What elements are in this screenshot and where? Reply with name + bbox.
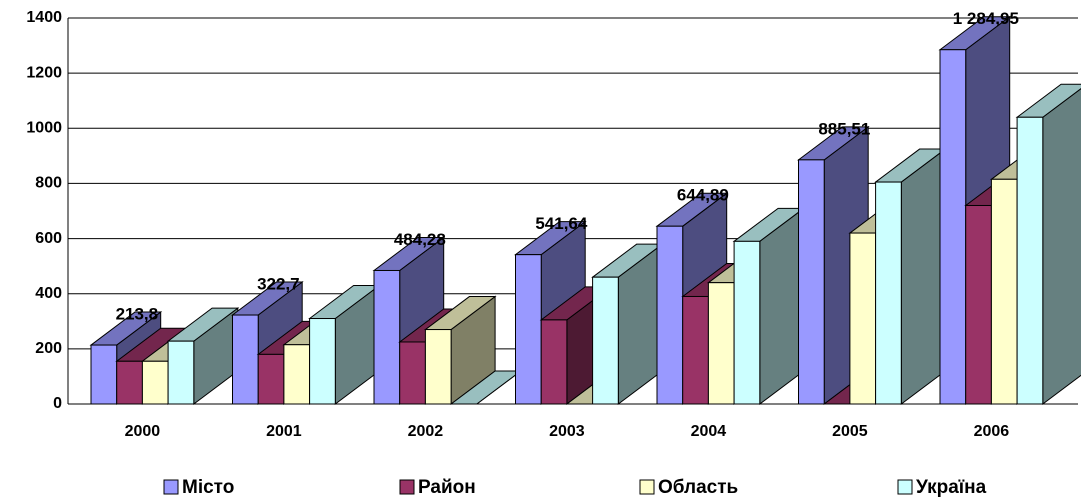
legend-swatch [897,479,913,495]
bar [798,159,825,405]
x-tick-label: 2003 [549,423,585,440]
bar [257,353,285,405]
bar [682,295,709,405]
bar [424,329,452,405]
bar [90,344,118,405]
bar-side [900,148,946,405]
y-tick-label: 1000 [26,120,62,137]
bar [733,240,761,405]
bar [939,49,967,405]
x-tick-label: 2006 [974,423,1010,440]
bar [515,254,542,405]
bar [592,276,619,405]
data-label: 644,89 [677,186,729,205]
bar [116,360,143,405]
bar [875,181,902,405]
data-label: 484,28 [394,230,446,249]
data-label: 885,51 [818,119,870,138]
y-tick-label: 800 [35,175,62,192]
bar [656,225,684,405]
legend-swatch [399,479,415,495]
y-tick-label: 1400 [26,9,62,26]
x-tick-label: 2005 [832,423,868,440]
bar [990,178,1018,405]
bar-side [759,207,805,405]
x-tick-label: 2000 [125,423,161,440]
y-tick-label: 400 [35,285,62,302]
legend-label: Україна [916,477,987,498]
bar-side [1042,87,1081,405]
legend-swatch [639,479,655,495]
bar [232,314,259,405]
x-tick-label: 2002 [408,423,444,440]
x-tick-label: 2001 [266,423,302,440]
bar [399,341,426,405]
bar [373,269,401,405]
x-tick-label: 2004 [691,423,727,440]
bar [141,360,169,405]
bar [167,340,195,405]
y-tick-label: 0 [53,395,62,412]
data-label: 213,8 [116,305,159,324]
y-tick-label: 200 [35,340,62,357]
bar [283,344,311,405]
bar [707,282,735,405]
legend-label: Район [418,477,476,498]
y-tick-label: 600 [35,230,62,247]
legend-label: Область [658,477,738,498]
legend-label: Місто [182,477,234,498]
data-label: 1 284,95 [953,9,1019,28]
legend-swatch [163,479,179,495]
data-label: 541,64 [535,214,588,233]
y-tick-label: 1200 [26,64,62,81]
bar [309,318,336,405]
data-label: 322,7 [257,275,300,294]
bar [849,232,877,405]
bar [965,204,992,405]
bar [540,319,568,405]
bar [1016,116,1044,405]
